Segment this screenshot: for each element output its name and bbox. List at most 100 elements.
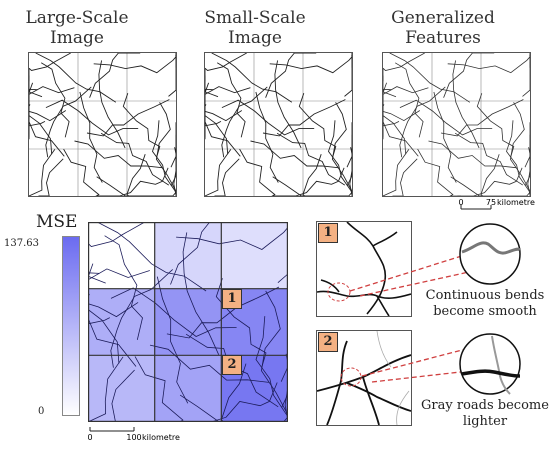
top-scale-zero: 0 xyxy=(458,198,463,207)
road-line xyxy=(110,269,173,368)
road-line xyxy=(394,62,424,138)
mse-cell xyxy=(221,222,288,289)
road-line xyxy=(156,276,189,404)
road-line xyxy=(450,176,527,196)
road-line xyxy=(383,121,400,140)
zoom-circle-1 xyxy=(459,223,522,285)
road-line xyxy=(79,91,103,183)
road-line xyxy=(110,287,237,337)
road-line xyxy=(239,148,283,196)
road-line xyxy=(215,278,267,367)
mse-max-label: 137.63 xyxy=(4,238,39,249)
road-line xyxy=(103,167,169,196)
top-scale-unit: kilometre xyxy=(497,198,535,207)
road-line xyxy=(205,120,222,140)
road-line xyxy=(205,110,243,136)
road-line xyxy=(417,148,461,196)
mse-cell xyxy=(88,355,155,422)
road-line xyxy=(260,290,289,416)
road-line xyxy=(300,154,322,196)
bottom-scale-unit: kilometre xyxy=(142,433,180,442)
road-line xyxy=(272,176,349,196)
road-line xyxy=(214,158,240,196)
bottom-scale-value: 100 xyxy=(126,433,141,442)
road-line xyxy=(45,86,92,158)
road-line xyxy=(255,91,279,183)
road-line xyxy=(274,60,302,149)
road-line xyxy=(205,82,229,155)
road-line xyxy=(392,158,418,196)
road-line xyxy=(221,99,315,136)
top-scale-value: 75 xyxy=(486,198,496,207)
road-line xyxy=(29,120,46,140)
bottom-scale-bar: 0 100 kilometre xyxy=(87,427,180,442)
road-line xyxy=(443,53,495,98)
road-line xyxy=(383,53,425,82)
road-line xyxy=(74,140,163,169)
road-line xyxy=(29,110,67,136)
road-line xyxy=(298,93,337,157)
road-line xyxy=(98,60,126,149)
road-line xyxy=(389,53,471,103)
road-line xyxy=(452,60,480,149)
mse-min-label: 0 xyxy=(38,406,45,417)
road-line xyxy=(96,176,173,196)
road-line xyxy=(205,149,232,196)
small-scale-panel xyxy=(204,52,353,197)
road-line xyxy=(383,86,429,110)
road-line xyxy=(89,53,141,98)
road-line xyxy=(205,86,251,110)
mse-grid-map xyxy=(87,221,289,423)
road-line xyxy=(476,93,515,157)
mse-cell xyxy=(88,288,155,356)
road-line xyxy=(97,221,207,292)
road-line xyxy=(40,62,70,138)
road-line xyxy=(216,62,246,138)
road-line xyxy=(211,53,293,103)
road-line xyxy=(29,98,65,157)
road-line xyxy=(182,232,220,355)
zoom-circle-2 xyxy=(459,333,521,395)
mse-cell xyxy=(154,288,222,356)
road-line xyxy=(122,93,161,157)
generalized-map xyxy=(383,53,530,196)
road-line xyxy=(176,227,289,250)
road-line xyxy=(35,53,117,103)
road-line xyxy=(276,132,346,186)
road-line xyxy=(383,82,407,155)
road-line xyxy=(155,102,176,192)
mse-colorbar xyxy=(62,236,80,416)
road-line xyxy=(29,86,75,110)
small-scale-title: Small-Scale Image xyxy=(204,8,306,48)
top-scale-bar: 0 75 kilometre xyxy=(458,198,535,210)
road-line xyxy=(428,140,517,169)
road-line xyxy=(383,149,410,196)
road-line xyxy=(29,149,56,196)
detail-badge-2: 2 xyxy=(318,332,338,352)
mse-title: MSE xyxy=(36,212,78,232)
road-line xyxy=(399,99,493,136)
road-line xyxy=(399,86,446,158)
road-line xyxy=(29,82,53,155)
road-line xyxy=(327,120,352,196)
road-line xyxy=(331,102,352,192)
road-line xyxy=(166,286,280,339)
generalized-panel xyxy=(382,52,531,197)
large-scale-map xyxy=(29,53,176,196)
road-line xyxy=(269,56,352,74)
detail-badge-1: 1 xyxy=(318,223,338,243)
road-line xyxy=(124,154,146,196)
road-line xyxy=(478,154,500,196)
road-line xyxy=(250,140,339,169)
callout-1-caption: Continuous bends become smooth xyxy=(425,288,545,319)
road-line xyxy=(440,99,524,137)
road-line xyxy=(86,99,170,137)
large-scale-title: Large-Scale Image xyxy=(25,8,129,48)
generalized-title: Generalized Features xyxy=(391,8,495,48)
road-line xyxy=(29,53,71,82)
grid-badge-1: 1 xyxy=(222,289,242,309)
road-line xyxy=(383,110,421,136)
road-line xyxy=(45,99,139,136)
road-line xyxy=(93,56,176,74)
road-line xyxy=(104,235,143,340)
